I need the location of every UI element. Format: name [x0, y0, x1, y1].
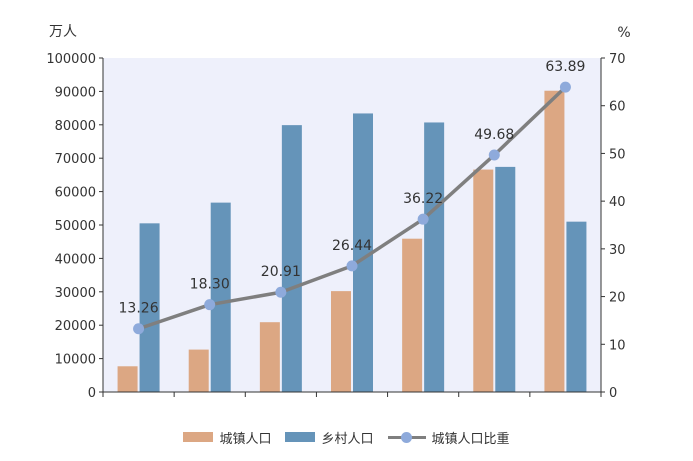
urban-ratio-data-label-2: 18.30 [190, 277, 230, 293]
right-tick-label: 0 [609, 386, 617, 401]
urban-population-bar-4 [331, 291, 351, 392]
urban-ratio-point-7 [559, 81, 571, 93]
urban-ratio-point-3 [275, 286, 287, 298]
urban-ratio-data-label-7: 63.89 [545, 59, 585, 75]
left-tick-label: 0 [88, 386, 96, 401]
rural-population-bar-7 [566, 221, 587, 392]
right-tick-label: 10 [609, 338, 626, 353]
left-tick-label: 80000 [55, 119, 96, 134]
left-tick-label: 50000 [55, 219, 96, 234]
urban-ratio-data-label-1: 13.26 [119, 301, 159, 317]
legend-label-rural: 乡村人口 [321, 431, 374, 447]
urban-ratio-point-5 [417, 213, 429, 225]
left-tick-label: 30000 [55, 286, 96, 301]
left-axis-unit: 万人 [49, 24, 77, 40]
right-tick-label: 50 [609, 147, 626, 162]
legend-item-urban: 城镇人口 [183, 428, 271, 447]
urban-population-bar-7 [544, 90, 565, 393]
right-tick-label: 40 [609, 195, 626, 210]
urban-population-bar-2 [188, 349, 209, 392]
rural-population-bar-3 [281, 125, 302, 392]
legend: 城镇人口 乡村人口 城镇人口比重 [0, 425, 693, 449]
urban-ratio-data-label-6: 49.68 [474, 127, 514, 143]
left-tick-label: 70000 [55, 152, 96, 167]
urban-ratio-point-2 [204, 299, 216, 311]
right-tick-label: 60 [609, 100, 626, 115]
rural-population-bar-6 [495, 166, 516, 392]
legend-label-urban: 城镇人口 [219, 431, 272, 447]
right-tick-label: 30 [609, 243, 626, 258]
urban-ratio-point-1 [133, 323, 145, 335]
right-tick-label: 20 [609, 291, 626, 306]
rural-population-bar-4 [353, 113, 373, 392]
plot-area [103, 58, 601, 392]
left-tick-label: 10000 [55, 353, 96, 368]
urban-population-bar-5 [402, 238, 423, 392]
left-tick-label: 100000 [46, 52, 96, 67]
urban-ratio-data-label-5: 36.22 [403, 191, 443, 207]
left-tick-label: 20000 [55, 319, 96, 334]
legend-label-urban-ratio: 城镇人口比重 [431, 431, 510, 447]
legend-swatch-rural [285, 432, 316, 442]
rural-population-bar-1 [139, 223, 160, 392]
urban-ratio-data-label-4: 26.44 [332, 238, 372, 254]
urban-population-bar-1 [117, 366, 138, 392]
legend-swatch-urban-ratio [387, 431, 426, 443]
rural-population-bar-2 [210, 202, 231, 392]
urban-ratio-point-4 [346, 260, 358, 272]
urban-ratio-point-6 [488, 149, 500, 161]
left-tick-label: 60000 [55, 186, 96, 201]
right-tick-label: 70 [609, 52, 626, 67]
left-tick-label: 40000 [55, 252, 96, 267]
rural-population-bar-5 [424, 122, 445, 392]
urban-population-bar-3 [259, 322, 280, 392]
right-axis-unit: % [617, 25, 630, 41]
urban-ratio-data-label-3: 20.91 [261, 264, 301, 280]
urban-population-bar-6 [473, 169, 494, 392]
legend-swatch-urban [183, 432, 214, 442]
legend-item-urban-ratio: 城镇人口比重 [387, 428, 510, 447]
legend-item-rural: 乡村人口 [285, 428, 374, 447]
left-tick-label: 90000 [55, 85, 96, 100]
